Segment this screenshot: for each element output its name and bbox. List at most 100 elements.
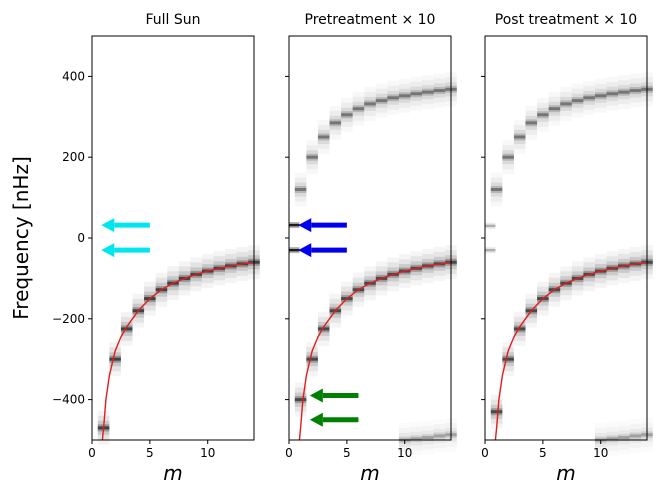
arrow-head <box>309 388 323 403</box>
heatmap-cell <box>410 86 423 101</box>
heatmap-cell <box>317 327 330 331</box>
panel-title: Post treatment × 10 <box>495 12 637 28</box>
heatmap-cell <box>294 182 307 197</box>
heatmap-cell <box>398 92 411 100</box>
heatmap-cell <box>317 130 330 144</box>
heatmap-cell <box>629 432 642 440</box>
heatmap-cell <box>525 121 538 125</box>
heatmap-cell <box>422 430 434 445</box>
heatmap-cell <box>422 85 434 100</box>
heatmap-cell <box>525 110 538 135</box>
heatmap-cell <box>294 177 307 202</box>
x-tick-label: 5 <box>343 446 351 460</box>
heatmap-cell <box>594 88 607 103</box>
heatmap-cell <box>606 92 619 96</box>
heatmap-cell <box>629 83 642 98</box>
heatmap-cell <box>629 89 642 93</box>
heatmap-cell <box>306 153 318 161</box>
heatmap-cell <box>548 107 561 111</box>
heatmap-cell <box>329 121 342 125</box>
heatmap-cell <box>317 135 330 139</box>
heatmap-cell <box>375 99 388 103</box>
heatmap-cell <box>537 113 549 117</box>
heatmap-cell <box>329 115 342 130</box>
x-tick-label: 5 <box>539 446 547 460</box>
heatmap-cell <box>317 133 330 141</box>
y-tick-label: 200 <box>62 150 85 164</box>
x-tick-label: 0 <box>481 446 489 460</box>
heatmap-cell <box>571 93 584 108</box>
heatmap-cell <box>594 94 607 98</box>
x-tick-label: 5 <box>146 446 154 460</box>
heatmap-cell <box>560 96 572 111</box>
arrow-head <box>309 412 323 427</box>
heatmap-cell <box>364 102 376 106</box>
y-tick-label: −200 <box>52 312 85 326</box>
heatmap-cell <box>629 78 642 103</box>
heatmap-cell <box>490 177 503 202</box>
heatmap-cell <box>629 87 642 95</box>
heatmap-cell <box>410 437 423 441</box>
heatmap-cell <box>629 428 642 443</box>
heatmap-cell <box>537 102 549 127</box>
heatmap-cell <box>410 435 423 443</box>
heatmap-cell <box>329 119 342 127</box>
heatmap-cell <box>433 87 446 95</box>
heatmap-cell <box>548 96 561 121</box>
heatmap-cell <box>594 83 607 108</box>
heatmap-cell <box>352 107 365 111</box>
heatmap-cell <box>502 153 514 161</box>
heatmap-cell <box>294 398 307 402</box>
arrow-head <box>298 243 312 258</box>
heatmap-cell <box>618 85 630 100</box>
y-tick-label: 0 <box>77 231 85 245</box>
heatmap-cell <box>490 182 503 197</box>
model-curve <box>101 261 255 441</box>
heatmap-cell <box>364 91 376 116</box>
heatmap-cell <box>341 111 353 119</box>
heatmap-cell <box>410 92 423 96</box>
arrow-head <box>101 243 115 258</box>
heatmap-cell <box>410 431 423 446</box>
heatmap-cell <box>606 86 619 101</box>
heatmap-cell <box>606 431 619 446</box>
heatmap-cell <box>398 83 411 108</box>
heatmap-cell <box>387 94 399 102</box>
heatmap-cell <box>433 432 446 440</box>
heatmap-cell <box>422 88 434 96</box>
heatmap-cell <box>364 96 376 111</box>
heatmap-cell <box>294 186 307 194</box>
heatmap-cell <box>583 85 595 110</box>
heatmap-cell <box>306 155 318 159</box>
heatmap-cell <box>606 81 619 106</box>
x-axis-label: m <box>163 461 182 485</box>
heatmap-cell <box>306 145 318 170</box>
heatmap-cell <box>513 135 526 139</box>
heatmap-cell <box>387 90 399 105</box>
y-axis-label: Frequency [nHz] <box>9 156 33 320</box>
heatmap-cell <box>594 92 607 100</box>
heatmap-cell <box>502 357 514 361</box>
heatmap-cell <box>387 96 399 100</box>
heatmap-cell <box>583 94 595 102</box>
heatmap-cell <box>410 81 423 106</box>
heatmap-cell <box>525 119 538 127</box>
band-halo <box>485 247 496 254</box>
x-tick-label: 10 <box>397 446 412 460</box>
heatmap-cell <box>433 434 446 438</box>
heatmap-cell <box>433 89 446 93</box>
heatmap-cell <box>433 428 446 443</box>
band <box>485 248 496 252</box>
heatmap-cell <box>422 436 434 440</box>
heatmap-cell <box>306 150 318 165</box>
heatmap-cell <box>329 110 342 135</box>
heatmap-cell <box>618 88 630 96</box>
x-tick-label: 0 <box>88 446 96 460</box>
heatmap-cell <box>375 88 388 113</box>
heatmap-cell <box>571 88 584 113</box>
heatmap-cell <box>513 327 526 331</box>
panel-2: 0 5 10 Pretreatment × 10 m <box>285 12 457 485</box>
x-tick-label: 10 <box>593 446 608 460</box>
plot-background <box>289 36 451 440</box>
